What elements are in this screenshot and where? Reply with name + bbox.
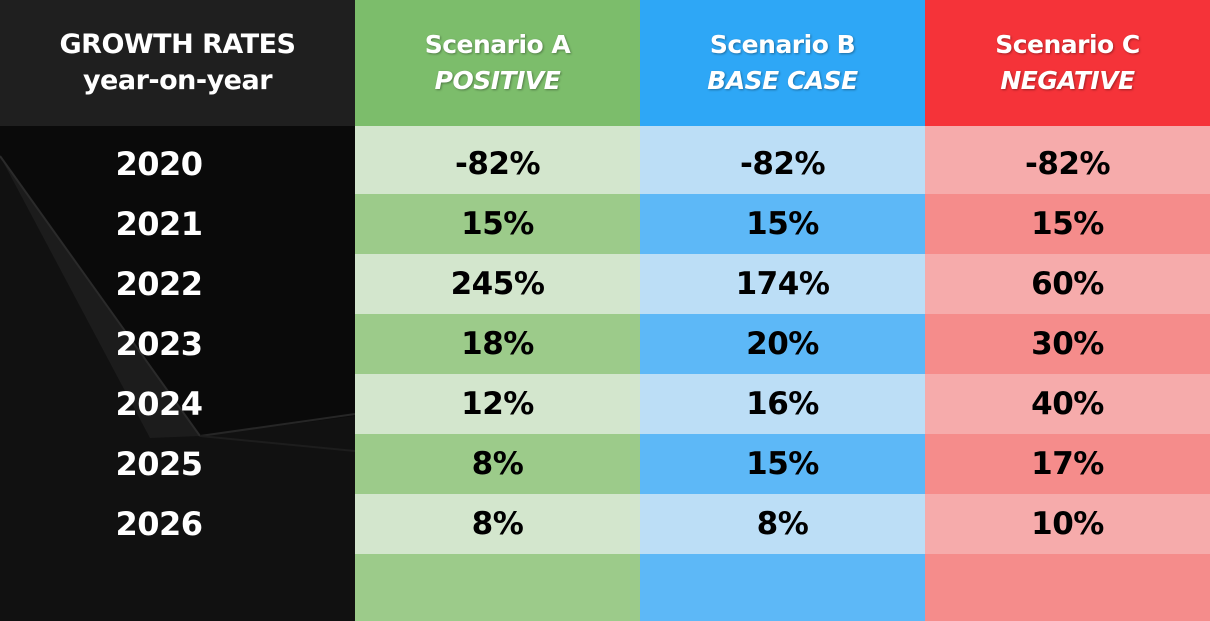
scenario-name: Scenario A (424, 30, 571, 59)
value-cell: 18% (355, 314, 640, 374)
value-cell: 15% (355, 194, 640, 254)
year-label: 2021 (115, 205, 203, 243)
scenario-name: Scenario B (709, 30, 856, 59)
value-cell: 40% (925, 374, 1210, 434)
column-footer-band (925, 554, 1210, 621)
value-cell: 17% (925, 434, 1210, 494)
scenario-subtitle: BASE CASE (707, 66, 858, 95)
scenario-subtitle: POSITIVE (434, 66, 561, 95)
scenario-header: Scenario C NEGATIVE (925, 0, 1210, 126)
value-cell: 20% (640, 314, 925, 374)
title-line-1: GROWTH RATES (59, 29, 297, 60)
value-cell: 12% (355, 374, 640, 434)
value-cell: -82% (925, 126, 1210, 194)
column-footer-band (355, 554, 640, 621)
title-line-2: year-on-year (82, 65, 273, 96)
value-cell: -82% (355, 126, 640, 194)
scenario-subtitle: NEGATIVE (1000, 66, 1135, 95)
year-label: 2020 (115, 145, 203, 183)
value-cell: 16% (640, 374, 925, 434)
value-cell: 30% (925, 314, 1210, 374)
year-label: 2022 (115, 265, 203, 303)
year-label: 2024 (115, 385, 203, 423)
value-cell: 10% (925, 494, 1210, 554)
value-cell: 8% (355, 494, 640, 554)
value-cell: -82% (640, 126, 925, 194)
scenario-column-c: Scenario C NEGATIVE -82% 15% 60% 30% 40% 17% 10% (925, 0, 1210, 621)
value-cell: 15% (640, 194, 925, 254)
year-label: 2023 (115, 325, 203, 363)
value-cell: 15% (925, 194, 1210, 254)
value-cell: 60% (925, 254, 1210, 314)
table-title: GROWTH RATES year-on-year (0, 0, 355, 126)
value-cell: 8% (640, 494, 925, 554)
scenario-name: Scenario C (995, 30, 1140, 59)
value-cell: 174% (640, 254, 925, 314)
year-label-column: GROWTH RATES year-on-year 2020 2021 2022 20… (0, 0, 355, 621)
value-cell: 15% (640, 434, 925, 494)
scenario-column-b: Scenario B BASE CASE -82% 15% 174% 20% 16% 15% 8… (640, 0, 925, 621)
scenario-header: Scenario A POSITIVE (355, 0, 640, 126)
value-cell: 8% (355, 434, 640, 494)
value-cell: 245% (355, 254, 640, 314)
scenario-column-a: Scenario A POSITIVE -82% 15% 245% 18% 12% 8% 8% (355, 0, 640, 621)
decorative-background-shape (0, 126, 355, 621)
scenario-header: Scenario B BASE CASE (640, 0, 925, 126)
year-label: 2025 (115, 445, 203, 483)
column-footer-band (640, 554, 925, 621)
year-label: 2026 (115, 505, 203, 543)
